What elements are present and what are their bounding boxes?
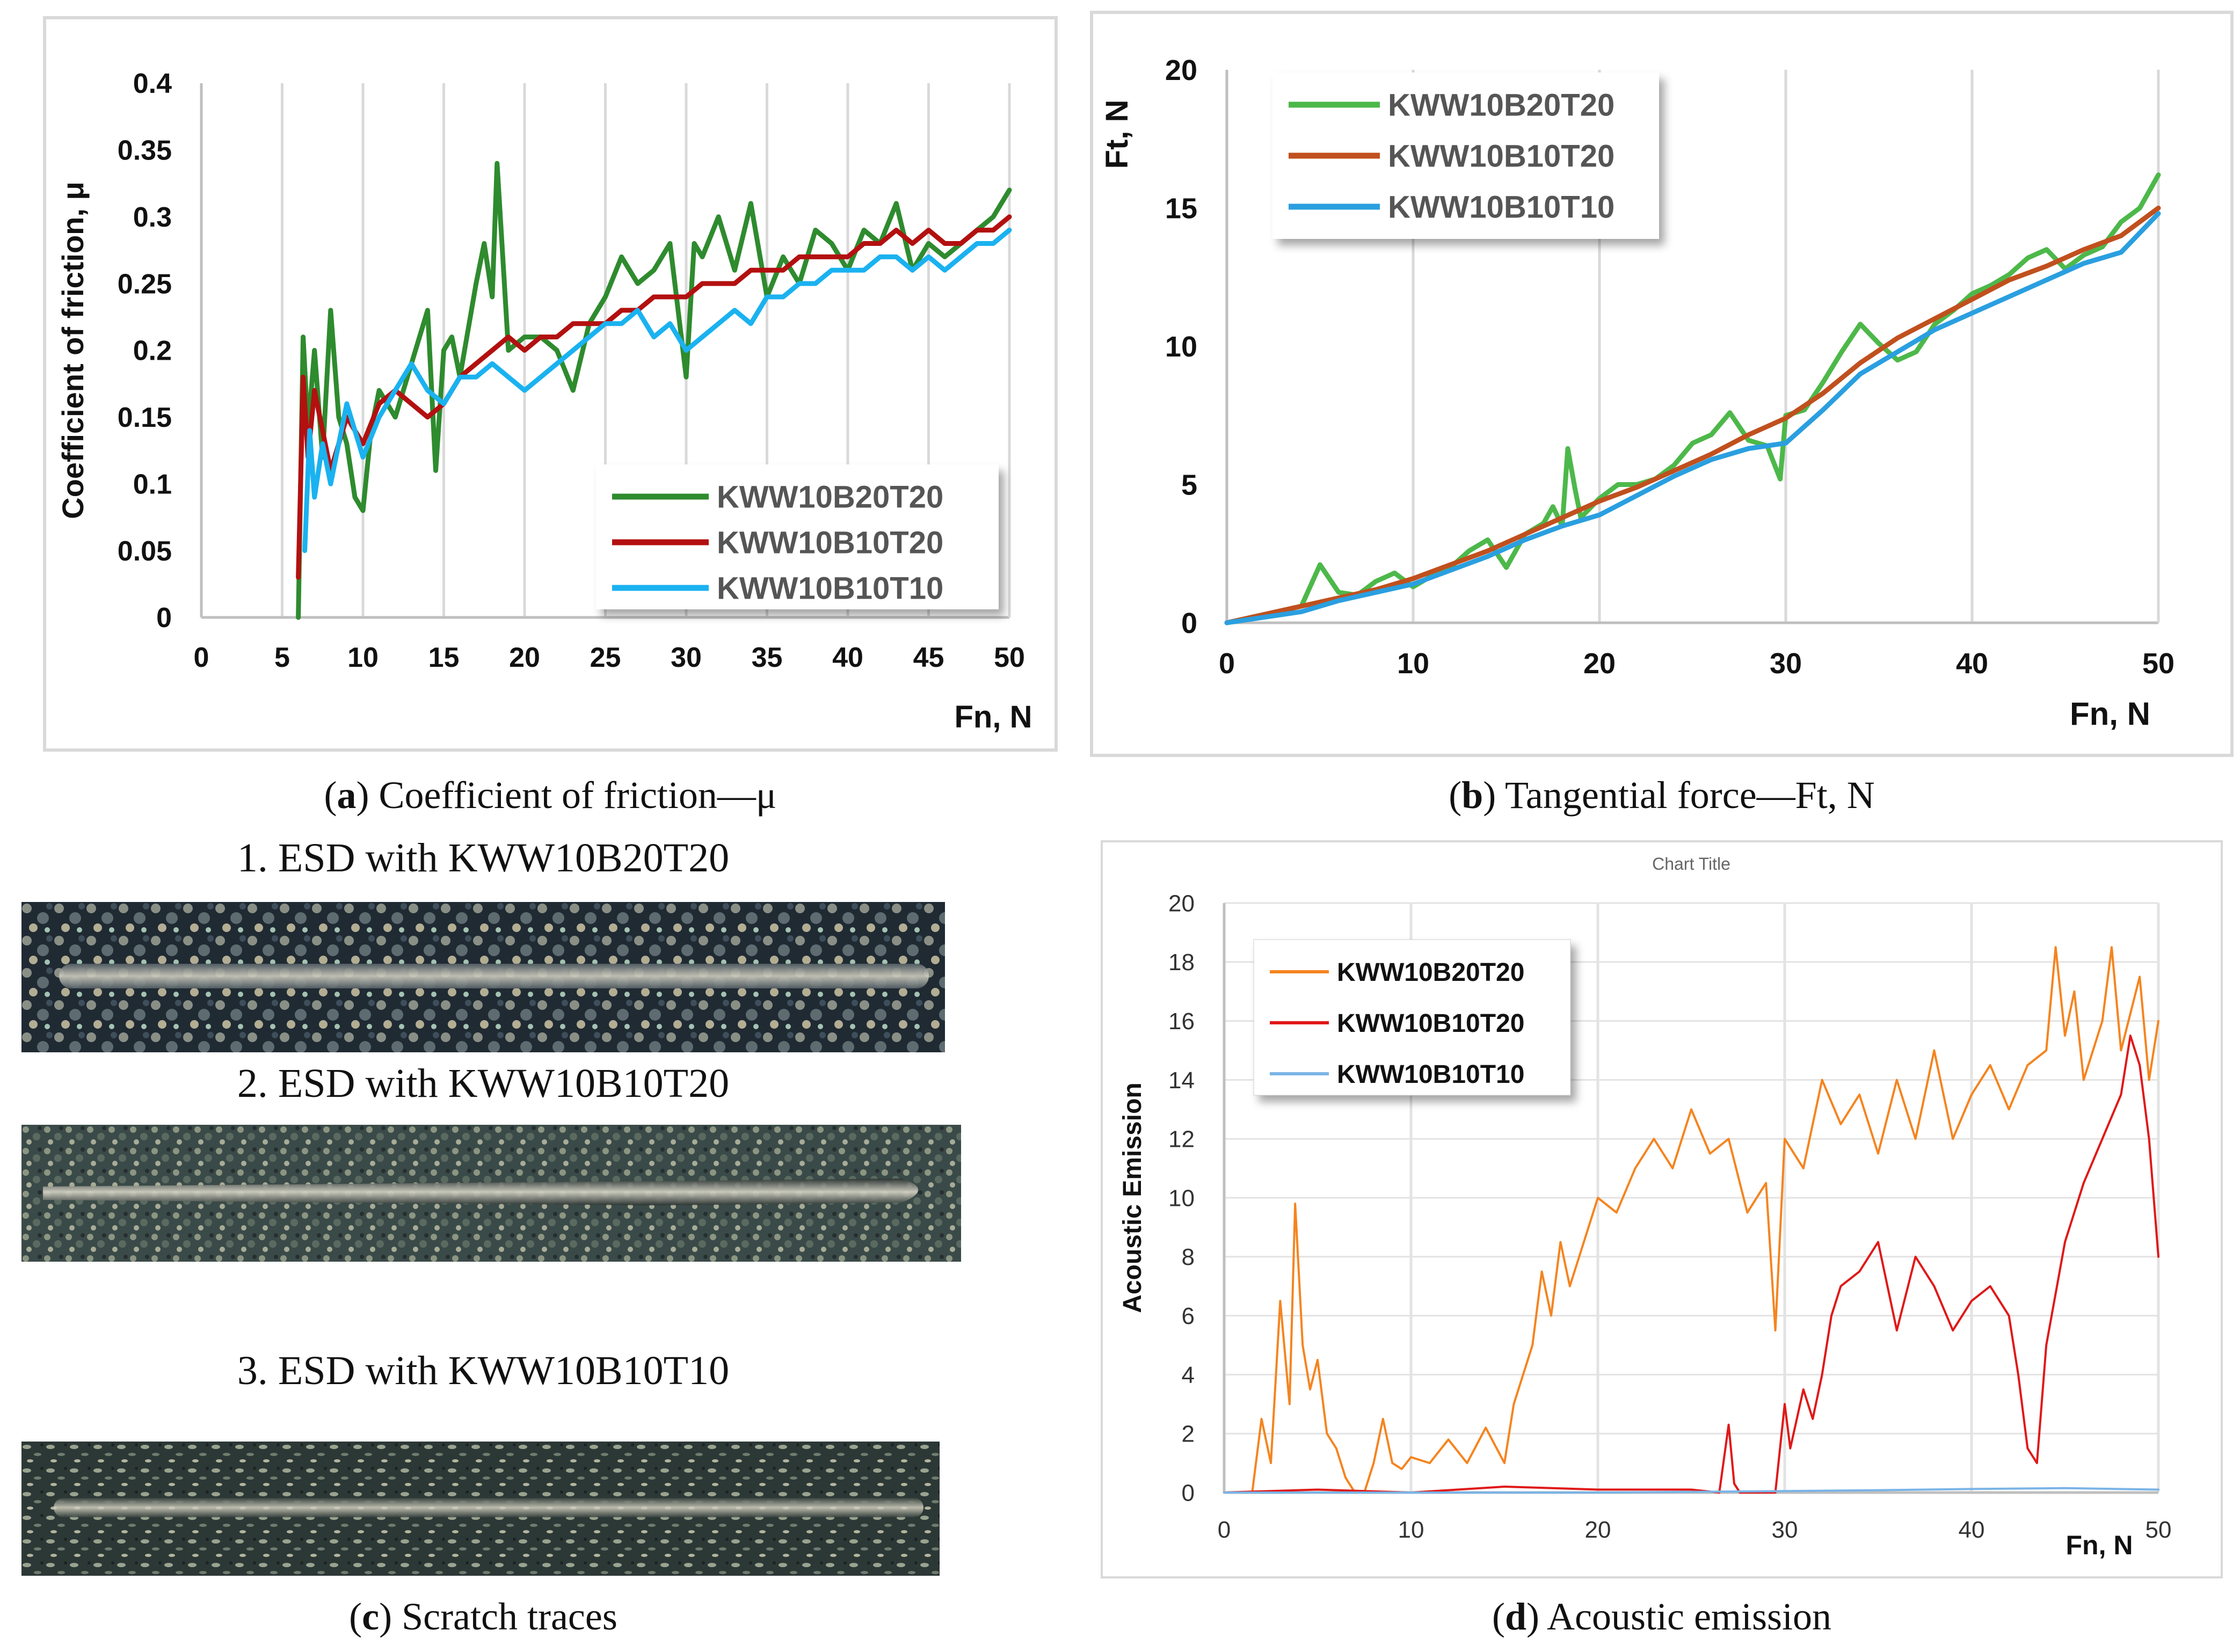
chart-a-ytick: 0.25 [118,268,172,300]
chart-b-xtick: 50 [2142,647,2174,680]
chart-b-series-kww10b10t20 [1224,206,2161,625]
chart-d-xtick: 10 [1398,1517,1424,1543]
chart-d-ytick: 4 [1182,1362,1195,1388]
chart-d-xtick: 30 [1772,1517,1798,1543]
chart-a-ytick: 0 [156,602,172,634]
chart-d-xtick: 0 [1218,1517,1231,1543]
chart-a-xlabel: Fn, N [955,700,1032,734]
chart-b-ytick: 5 [1181,469,1197,501]
chart-a-frame [43,16,1058,752]
chart-b-ylabel: Ft, N [1100,100,1134,169]
chart-d-xtick: 20 [1585,1517,1611,1543]
scratch-image-1 [21,902,945,1052]
chart-a-xtick: 5 [274,642,290,673]
chart-a-ytick: 0.3 [133,202,172,233]
chart-b-ytick: 0 [1181,607,1197,639]
chart-b-xlabel: Fn, N [2070,696,2150,732]
caption-d: (d) Acoustic emission [1492,1595,1831,1638]
chart-d: Chart Title 0 10 20 30 40 50 0 2 4 6 8 10 12 14 16 18 20 F… [1118,854,2172,1560]
chart-d-ytick: 2 [1182,1421,1195,1447]
scratch-label-3: 3. ESD with KWW10B10T10 [237,1348,730,1393]
chart-a-legend-label: KWW10B10T10 [717,571,943,606]
chart-d-xtick: 50 [2146,1517,2172,1543]
chart-a-xtick: 25 [590,642,621,673]
chart-b-series-kww10b20t20 [1224,172,2161,625]
chart-b-xtick: 0 [1219,647,1235,680]
scratch-label-2: 2. ESD with KWW10B10T20 [237,1061,730,1106]
chart-b: 0 10 20 30 40 50 0 5 10 15 20 Fn, N Ft, N KWW10B20T20… [1100,54,2174,732]
chart-a-ytick: 0.2 [133,336,172,367]
chart-d-ytick: 20 [1168,890,1195,916]
chart-b-legend-label: KWW10B20T20 [1388,88,1614,122]
chart-b-legend-label: KWW10B10T20 [1388,139,1614,173]
chart-a-series-kww10b20t20 [296,161,1012,620]
scratch-image-2 [21,1125,961,1262]
chart-a-series-kww10b10t10 [302,228,1012,554]
chart-d-ytick: 16 [1168,1008,1195,1035]
chart-a-legend-label: KWW10B20T20 [717,479,943,514]
scratch-image-3 [21,1442,940,1576]
chart-b-xtick: 30 [1770,647,1802,680]
chart-d-legend-label: KWW10B10T10 [1337,1060,1524,1089]
chart-d-legend-label: KWW10B20T20 [1337,958,1524,987]
chart-d-legend-label: KWW10B10T20 [1337,1009,1524,1038]
chart-a-xtick: 15 [428,642,460,673]
caption-b: (b) Tangential force—Ft, N [1449,774,1875,817]
chart-d-ytick: 14 [1168,1067,1195,1094]
caption-c: (c) Scratch traces [349,1595,617,1638]
caption-a: (a) Coefficient of friction—μ [324,774,777,817]
chart-b-xtick: 10 [1397,647,1429,680]
chart-a-legend-label: KWW10B10T20 [717,525,943,560]
chart-a-ytick: 0.15 [118,402,172,433]
chart-d-xtick: 40 [1959,1517,1985,1543]
chart-d-series-kww10b20t20 [1223,946,2159,1494]
chart-d-ytick: 12 [1168,1126,1195,1153]
chart-d-ytick: 6 [1182,1303,1195,1329]
chart-d-xlabel: Fn, N [2066,1530,2133,1560]
chart-a-xtick: 10 [347,642,379,673]
chart-a-xtick: 20 [509,642,540,673]
chart-a-xtick: 45 [913,642,944,673]
chart-b-series-kww10b10t10 [1224,211,2161,625]
chart-d-ytick: 18 [1168,949,1195,976]
chart-a-ylabel: Coefficient of friction, μ [56,181,90,519]
chart-b-xtick: 40 [1956,647,1988,680]
chart-b-ytick: 10 [1165,331,1197,363]
chart-d-ytick: 10 [1168,1185,1195,1211]
chart-d-title: Chart Title [1652,854,1730,874]
chart-d-legend [1253,939,1571,1096]
chart-b-legend-label: KWW10B10T10 [1388,190,1614,224]
chart-a-xtick: 40 [832,642,863,673]
chart-a-ytick: 0.35 [118,135,172,166]
chart-b-ytick: 15 [1165,192,1197,224]
chart-d-series-kww10b10t10 [1223,1487,2159,1494]
chart-a-xtick: 0 [194,642,209,673]
chart-a: 0 5 10 15 20 25 30 35 40 45 50 0 0.05 0.1 0.15 0.2 0.25 0… [56,68,1032,734]
chart-d-ylabel: Acoustic Emission [1118,1082,1147,1313]
chart-a-ytick: 0.05 [118,536,172,567]
chart-d-series-kww10b10t20 [1223,1035,2159,1494]
scratch-label-1: 1. ESD with KWW10B20T20 [237,835,730,880]
chart-a-xtick: 50 [994,642,1025,673]
chart-a-xtick: 35 [752,642,783,673]
chart-a-xtick: 30 [671,642,702,673]
chart-b-ytick: 20 [1165,54,1197,86]
chart-a-ytick: 0.4 [133,68,172,99]
chart-b-xtick: 20 [1583,647,1616,680]
chart-a-ytick: 0.1 [133,469,172,500]
chart-d-ytick: 0 [1182,1480,1195,1506]
chart-d-ytick: 8 [1182,1244,1195,1270]
